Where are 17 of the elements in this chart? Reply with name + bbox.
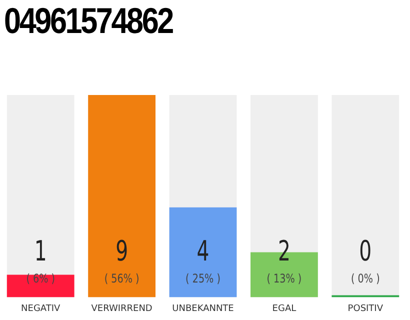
annotation: ( 25% )	[186, 271, 220, 286]
data-label: 9	[116, 234, 128, 268]
annotation: ( 13% )	[266, 271, 302, 286]
x-tick-label: UNBEKANNTE	[172, 304, 234, 314]
annotation: ( 6% )	[26, 271, 56, 286]
data-label: 0	[359, 234, 372, 268]
x-tick-label: NEGATIV	[21, 304, 62, 314]
bar	[6, 274, 74, 298]
chart-title: 04961574862	[4, 0, 173, 42]
data-label: 2	[278, 234, 290, 268]
annotation: ( 0% )	[350, 271, 380, 286]
x-tick-label: POSITIV	[348, 304, 384, 314]
data-label: 1	[34, 234, 47, 268]
x-tick-label: VERWIRREND	[91, 304, 152, 314]
x-tick-label: EGAL	[272, 304, 296, 314]
data-label: 4	[196, 234, 210, 268]
annotation: ( 56% )	[104, 271, 140, 286]
